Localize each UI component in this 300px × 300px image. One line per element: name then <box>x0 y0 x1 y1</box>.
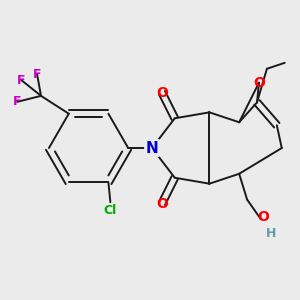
Text: F: F <box>13 95 22 108</box>
Text: N: N <box>146 140 158 155</box>
Text: O: O <box>156 85 168 100</box>
Text: O: O <box>257 210 269 224</box>
Text: O: O <box>253 76 265 90</box>
Text: F: F <box>33 68 41 81</box>
Text: F: F <box>17 74 26 86</box>
Text: Cl: Cl <box>104 204 117 217</box>
Text: H: H <box>266 227 276 240</box>
Text: O: O <box>156 196 168 211</box>
